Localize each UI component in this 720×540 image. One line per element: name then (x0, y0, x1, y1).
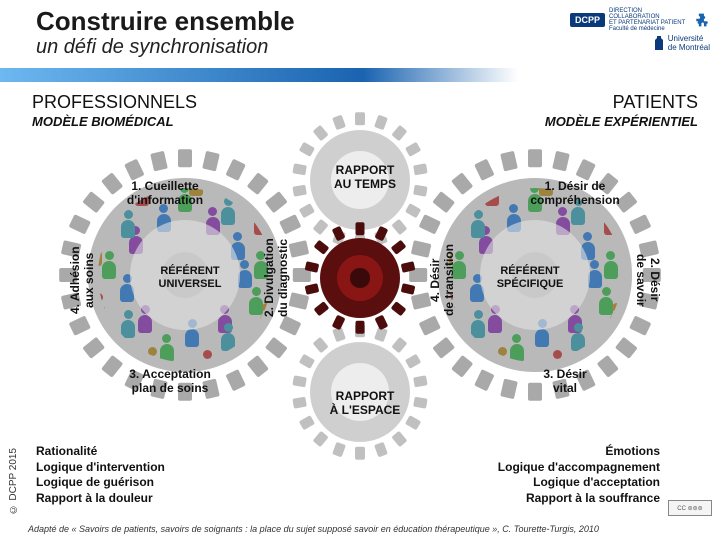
step-3-right: 3. Désir vital (525, 368, 605, 396)
axis-top-label: RAPPORT AU TEMPS (320, 164, 410, 192)
header-band (0, 68, 518, 82)
list-item: Rapport à la souffrance (498, 491, 660, 507)
list-item: Émotions (498, 444, 660, 460)
citation: Adapté de « Savoirs de patients, savoirs… (28, 524, 708, 534)
copyright: © DCPP 2015 (8, 448, 19, 514)
logo-udm: Université de Montréal (653, 34, 710, 52)
model-biomedical: MODÈLE BIOMÉDICAL (32, 114, 174, 129)
list-item: Logique d'acceptation (498, 475, 660, 491)
header: Construire ensemble un défi de synchroni… (0, 0, 720, 82)
bottom-left-list: Rationalité Logique d'intervention Logiq… (36, 444, 165, 506)
step-4-right: 4. Désir de transition (428, 225, 456, 335)
logo-dcpp: DCPP DIRECTION COLLABORATION ET PARTENAR… (570, 8, 710, 32)
bottom-right-list: Émotions Logique d'accompagnement Logiqu… (498, 444, 660, 506)
referent-left: RÉFÉRENT UNIVERSEL (145, 265, 235, 291)
logo-block: DCPP DIRECTION COLLABORATION ET PARTENAR… (570, 8, 710, 64)
cc-license-icon: CC ⊜⊜⊜ (668, 500, 712, 516)
dcpp-badge: DCPP (570, 13, 605, 27)
puzzle-icon (695, 12, 710, 28)
axis-bottom-label: RAPPORT À L'ESPACE (320, 390, 410, 418)
model-experientiel: MODÈLE EXPÉRIENTIEL (545, 114, 698, 129)
referent-right: RÉFÉRENT SPÉCIFIQUE (480, 265, 580, 291)
step-2-left: 2. Divulgation du diagnostic (262, 218, 290, 338)
section-professionnels: PROFESSIONNELS (32, 92, 197, 113)
slide-title: Construire ensemble (36, 6, 295, 37)
gear-center (312, 230, 408, 326)
step-1-left: 1. Cueillette d'information (110, 180, 220, 208)
list-item: Logique d'intervention (36, 460, 165, 476)
list-item: Logique de guérison (36, 475, 165, 491)
step-2-right: 2. Désir de savoir (634, 230, 662, 330)
diagram: RÉFÉRENT UNIVERSEL RÉFÉRENT SPÉCIFIQUE 1… (0, 130, 720, 440)
udm-text: Université de Montréal (668, 34, 710, 52)
step-1-right: 1. Désir de compréhension (515, 180, 635, 208)
list-item: Rationalité (36, 444, 165, 460)
slide-subtitle: un défi de synchronisation (36, 36, 268, 59)
step-4-left: 4. Adhésion aux soins (68, 230, 96, 330)
list-item: Logique d'accompagnement (498, 460, 660, 476)
dcpp-subtext: DIRECTION COLLABORATION ET PARTENARIAT P… (609, 8, 691, 32)
udm-tower-icon (653, 36, 665, 50)
step-3-left: 3. Acceptation plan de soins (110, 368, 230, 396)
list-item: Rapport à la douleur (36, 491, 165, 507)
section-patients: PATIENTS (613, 92, 698, 113)
